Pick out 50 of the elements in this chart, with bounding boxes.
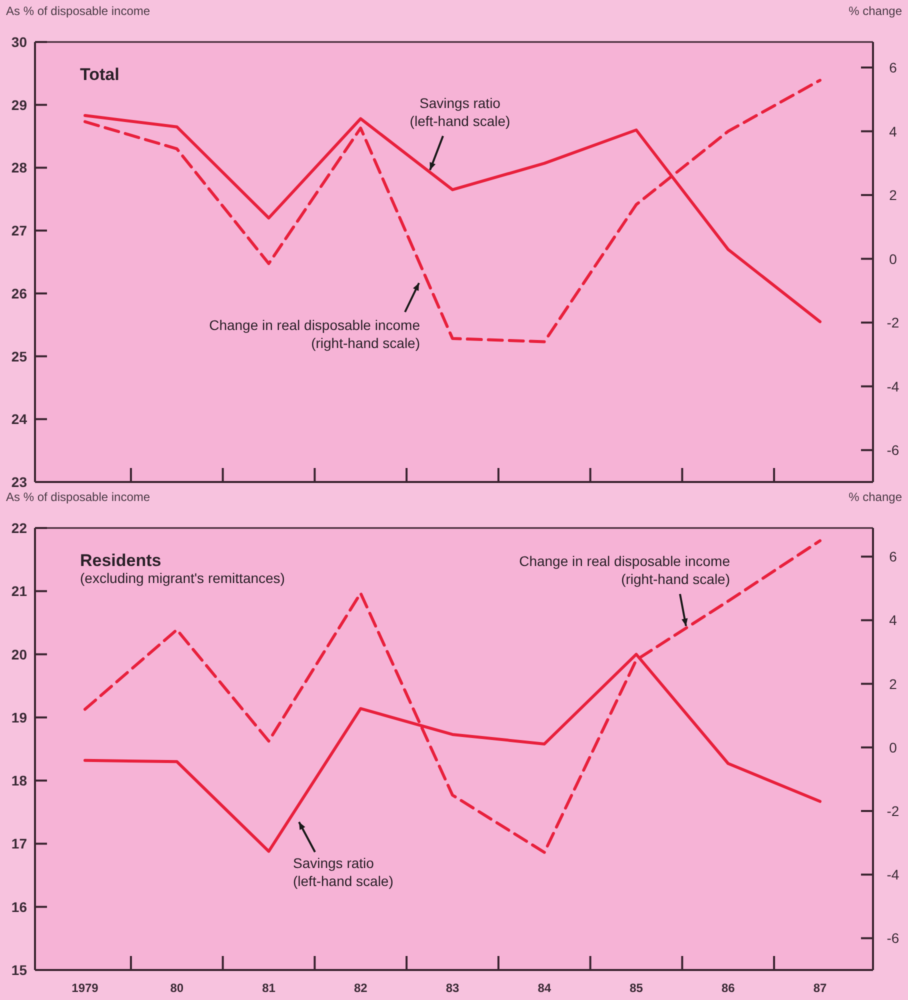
series-label: Change in real disposable income (right-hand scale)	[209, 317, 420, 351]
y2-tick-label: 2	[889, 676, 898, 692]
y2-tick-label: 6	[889, 548, 898, 565]
y2-tick-label: 2	[889, 187, 898, 204]
y-tick-label: 15	[11, 962, 28, 978]
x-tick-label: 81	[262, 981, 276, 995]
x-tick-label: 87	[813, 981, 827, 995]
y-tick-label: 19	[11, 709, 28, 726]
y-axis-title: As % of disposable income	[6, 490, 150, 504]
x-tick-label: 82	[354, 981, 368, 995]
y-tick-label: 29	[11, 96, 28, 113]
y2-tick-label: -2	[886, 314, 900, 331]
y-tick-label: 30	[11, 34, 28, 50]
y-tick-label: 23	[11, 474, 28, 490]
y-tick-label: 16	[11, 898, 28, 915]
y-tick-label: 28	[11, 160, 28, 176]
y-tick-label: 17	[11, 836, 28, 852]
y-tick-label: 21	[11, 583, 28, 600]
y-tick-label: 27	[11, 222, 28, 239]
x-tick-label: 1979	[72, 981, 99, 995]
x-tick-label: 80	[170, 981, 184, 995]
x-tick-label: 85	[630, 981, 644, 995]
y2-tick-label: -6	[886, 442, 900, 458]
y2-tick-label: -4	[886, 866, 900, 883]
y2-tick-label: -6	[886, 930, 900, 946]
y-tick-label: 20	[11, 646, 28, 662]
series-label: Savings ratio (left-hand scale)	[293, 855, 394, 889]
series-label: Savings ratio (left-hand scale)	[410, 95, 510, 129]
y2-tick-label: 6	[889, 60, 898, 76]
text: (excluding migrant's remittances)	[80, 570, 285, 586]
y2-axis-title: % change	[848, 4, 902, 18]
y2-axis-title: % change	[848, 490, 902, 504]
text: Residents	[80, 551, 162, 570]
y-tick-label: 22	[11, 520, 28, 536]
y-tick-label: 25	[11, 348, 28, 364]
y2-tick-label: -4	[886, 378, 900, 394]
text: Total	[80, 65, 120, 84]
x-tick-label: 83	[446, 981, 460, 995]
y2-tick-label: 4	[889, 612, 898, 628]
y-tick-label: 24	[11, 411, 28, 428]
y-tick-label: 18	[11, 772, 28, 789]
y2-tick-label: 4	[889, 123, 898, 140]
y2-tick-label: 0	[889, 250, 898, 267]
y2-tick-label: 0	[889, 739, 898, 756]
y-axis-title: As % of disposable income	[6, 4, 150, 18]
x-tick-label: 84	[538, 981, 552, 995]
series-label: Change in real disposable income (right-hand scale)	[519, 553, 730, 587]
x-tick-label: 86	[721, 981, 736, 995]
y-tick-label: 26	[11, 285, 28, 302]
y2-tick-label: -2	[886, 803, 900, 820]
